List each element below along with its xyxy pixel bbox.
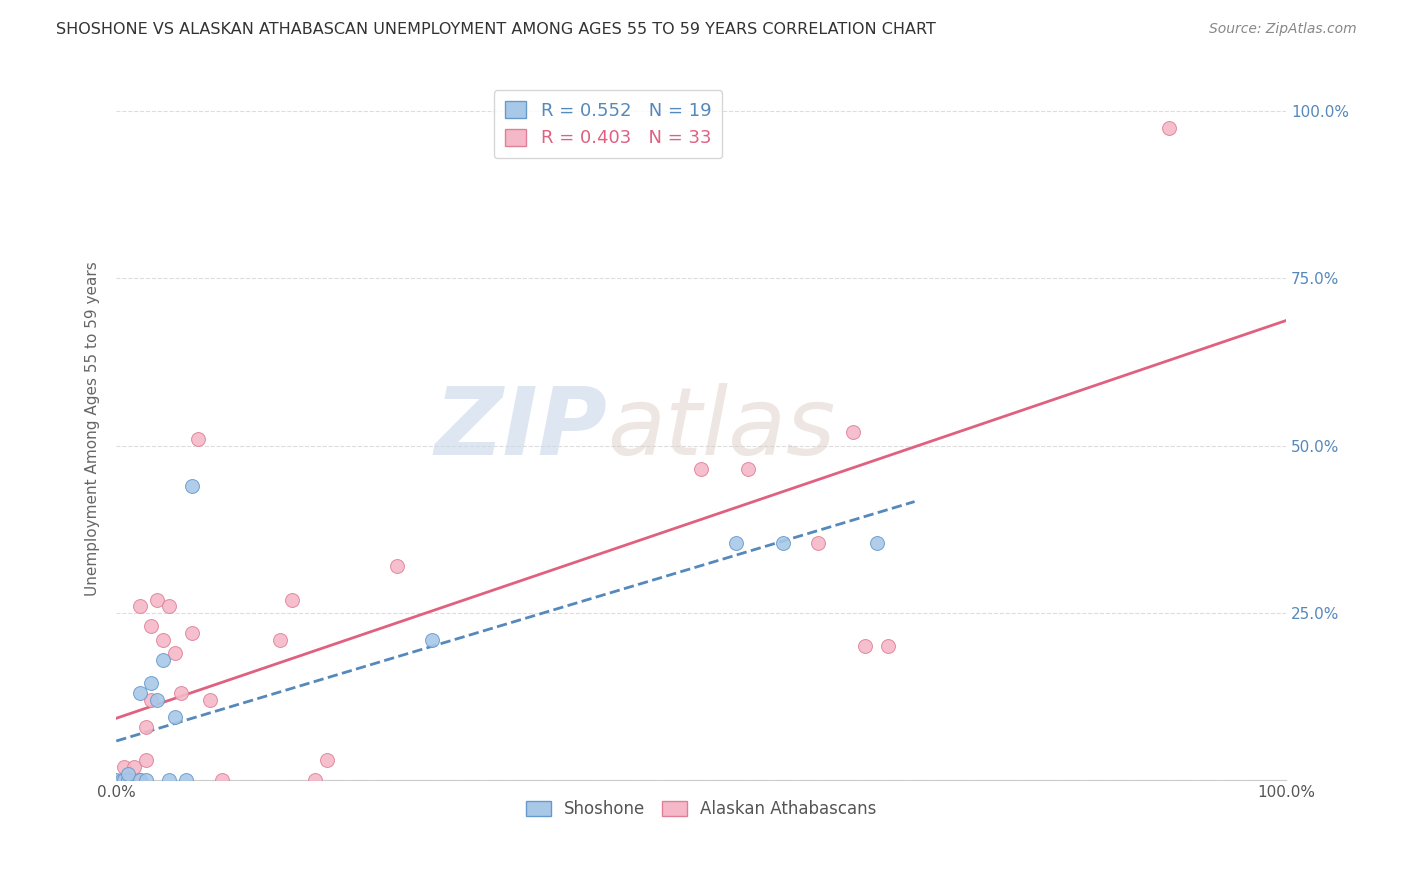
Text: SHOSHONE VS ALASKAN ATHABASCAN UNEMPLOYMENT AMONG AGES 55 TO 59 YEARS CORRELATIO: SHOSHONE VS ALASKAN ATHABASCAN UNEMPLOYM… (56, 22, 936, 37)
Point (853, 640, 876, 654)
Point (128, 686, 150, 700)
Point (181, 626, 204, 640)
Point (152, 653, 174, 667)
Text: atlas: atlas (607, 384, 835, 475)
Point (152, 632, 174, 647)
Point (737, 462, 759, 476)
Point (865, 535, 887, 549)
Point (128, 773, 150, 788)
Point (146, 592, 169, 607)
Point (877, 640, 900, 654)
Point (128, 773, 150, 788)
Point (725, 535, 748, 549)
Point (134, 720, 156, 734)
Point (141, 676, 163, 690)
Point (163, 709, 186, 723)
Point (211, 773, 233, 788)
Text: Source: ZipAtlas.com: Source: ZipAtlas.com (1209, 22, 1357, 37)
Point (385, 559, 408, 574)
Y-axis label: Unemployment Among Ages 55 to 59 years: Unemployment Among Ages 55 to 59 years (86, 261, 100, 596)
Legend: Shoshone, Alaskan Athabascans: Shoshone, Alaskan Athabascans (519, 793, 883, 825)
Point (280, 592, 302, 607)
Text: ZIP: ZIP (434, 383, 607, 475)
Point (122, 760, 145, 774)
Point (117, 773, 139, 788)
Point (269, 632, 291, 647)
Point (690, 462, 713, 476)
Point (198, 693, 221, 707)
Point (111, 773, 134, 788)
Point (169, 686, 191, 700)
Point (105, 773, 128, 788)
Point (141, 693, 163, 707)
Point (134, 753, 156, 767)
Point (141, 619, 163, 633)
Point (315, 753, 337, 767)
Point (807, 535, 830, 549)
Point (157, 773, 180, 788)
Point (122, 773, 145, 788)
Point (128, 599, 150, 614)
Point (772, 535, 794, 549)
Point (187, 432, 209, 446)
Point (842, 425, 865, 440)
Point (181, 479, 204, 493)
Point (1157, 120, 1180, 135)
Point (111, 773, 134, 788)
Point (176, 773, 198, 788)
Point (117, 773, 139, 788)
Point (163, 646, 186, 660)
Point (304, 773, 326, 788)
Point (122, 773, 145, 788)
Point (114, 760, 136, 774)
Point (146, 693, 169, 707)
Point (117, 766, 139, 780)
Point (134, 773, 156, 788)
Point (420, 632, 443, 647)
Point (114, 773, 136, 788)
Point (157, 599, 180, 614)
